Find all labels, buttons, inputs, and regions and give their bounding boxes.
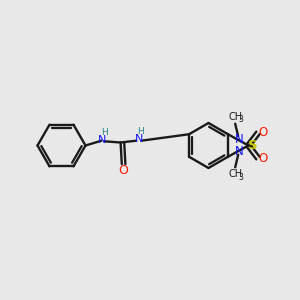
Text: H: H: [101, 128, 108, 137]
Text: O: O: [259, 152, 268, 165]
Text: N: N: [98, 135, 106, 145]
Text: N: N: [234, 145, 243, 158]
Text: CH: CH: [228, 112, 242, 122]
Text: N: N: [234, 133, 243, 146]
Text: O: O: [119, 164, 128, 177]
Text: 3: 3: [239, 115, 244, 124]
Text: O: O: [259, 126, 268, 140]
Text: S: S: [248, 139, 257, 152]
Text: H: H: [138, 128, 144, 136]
Text: N: N: [134, 134, 143, 144]
Text: CH: CH: [228, 169, 242, 179]
Text: 3: 3: [239, 173, 244, 182]
